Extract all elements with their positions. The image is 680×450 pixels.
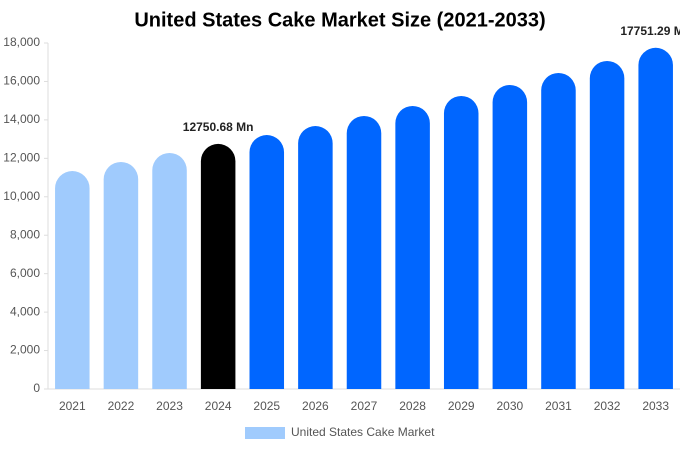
- bar: [346, 115, 382, 389]
- y-tick-label: 8,000: [10, 227, 40, 241]
- y-tick-label: 0: [33, 381, 40, 395]
- x-tick-label: 2024: [205, 399, 232, 413]
- x-tick-label: 2026: [302, 399, 329, 413]
- bar: [200, 143, 236, 389]
- y-tick-label: 18,000: [3, 35, 40, 49]
- x-tick-label: 2023: [156, 399, 183, 413]
- y-tick-label: 16,000: [3, 74, 40, 88]
- x-tick-label: 2029: [448, 399, 475, 413]
- y-tick-label: 6,000: [10, 266, 40, 280]
- bar: [103, 161, 139, 389]
- legend-label: United States Cake Market: [291, 425, 435, 439]
- bar: [589, 60, 625, 390]
- bar: [298, 126, 333, 390]
- bar: [249, 135, 285, 389]
- bar: [541, 72, 576, 390]
- x-tick-label: 2033: [642, 399, 669, 413]
- y-tick-label: 4,000: [10, 304, 40, 318]
- x-tick-label: 2030: [496, 399, 523, 413]
- bar: [492, 84, 528, 389]
- y-tick-label: 14,000: [3, 112, 40, 126]
- value-label: 12750.68 Mn: [183, 120, 254, 134]
- bar: [443, 96, 479, 390]
- bar: [395, 105, 430, 390]
- x-tick-label: 2027: [351, 399, 378, 413]
- y-tick-label: 2,000: [10, 343, 40, 357]
- y-tick-label: 12,000: [3, 151, 40, 165]
- bar: [152, 152, 187, 389]
- bar: [638, 47, 673, 389]
- legend-swatch: [245, 427, 285, 439]
- bar: [55, 171, 90, 389]
- x-tick-label: 2031: [545, 399, 572, 413]
- y-tick-label: 10,000: [3, 189, 40, 203]
- value-label: 17751.29 Mn: [620, 24, 680, 38]
- x-tick-label: 2021: [59, 399, 86, 413]
- x-tick-label: 2022: [108, 399, 135, 413]
- chart-title: United States Cake Market Size (2021-203…: [134, 9, 545, 31]
- x-tick-label: 2032: [594, 399, 621, 413]
- x-tick-label: 2025: [253, 399, 280, 413]
- x-tick-label: 2028: [399, 399, 426, 413]
